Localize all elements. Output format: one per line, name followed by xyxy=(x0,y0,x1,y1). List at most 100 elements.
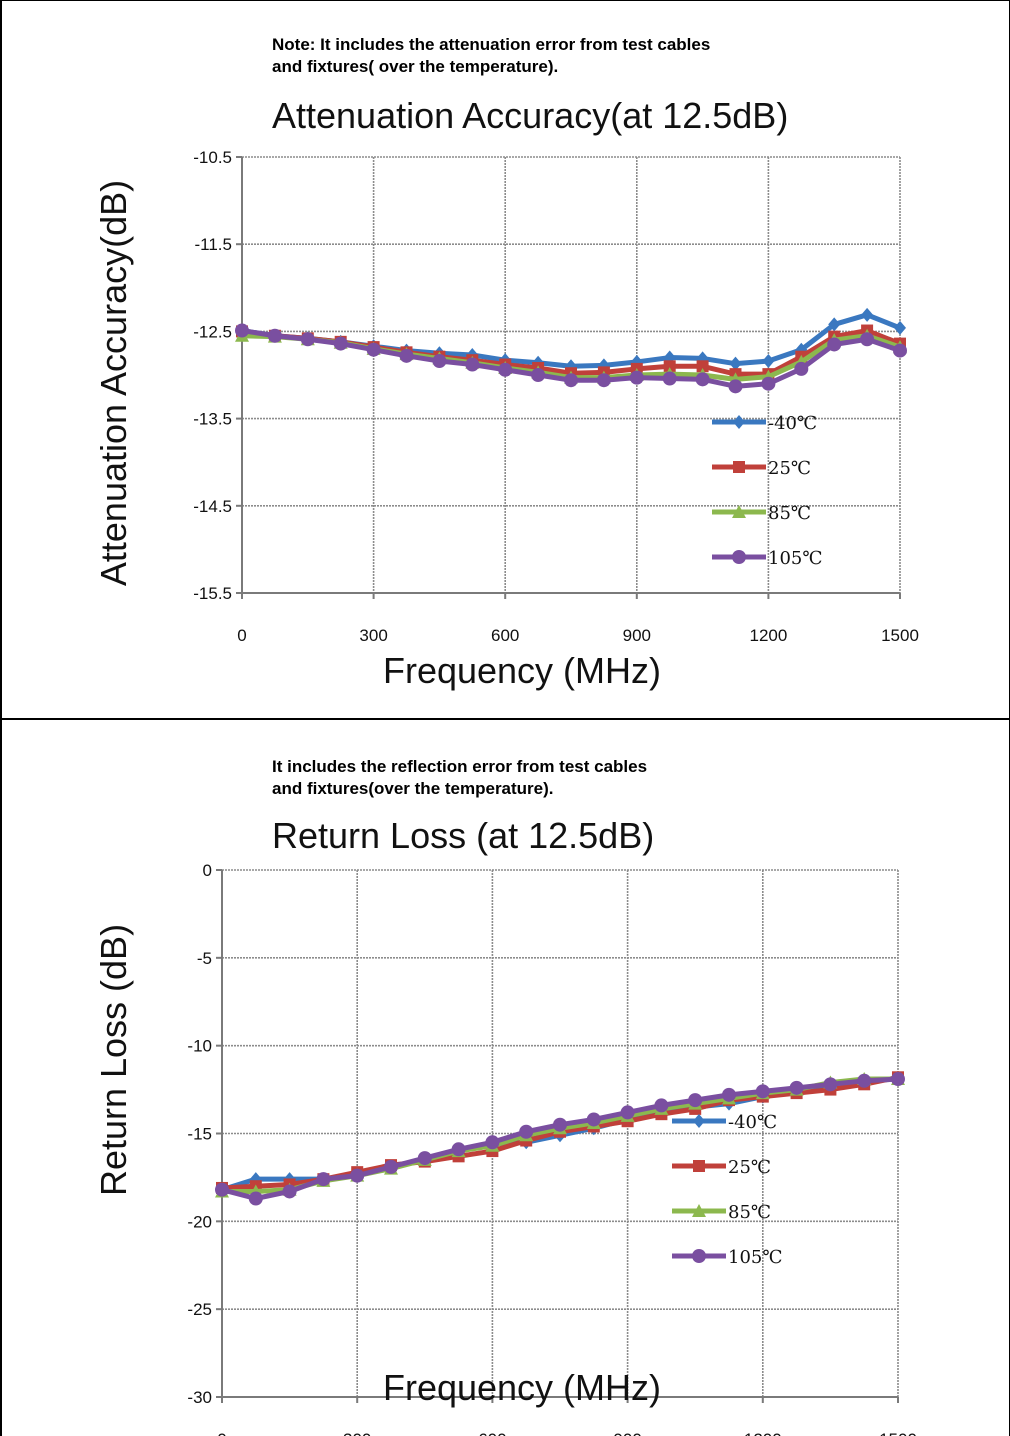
legend-entry: -40℃ xyxy=(712,413,817,434)
y-axis-title: Attenuation Accuracy(dB) xyxy=(93,180,134,586)
data-point-marker xyxy=(695,372,710,387)
y-tick-label: -5 xyxy=(197,949,212,968)
legend-entry: 85℃ xyxy=(672,1202,771,1223)
y-tick-label: -25 xyxy=(187,1300,212,1319)
legend-marker xyxy=(733,415,745,429)
panel-divider xyxy=(0,718,1010,720)
data-point-marker xyxy=(729,356,742,371)
chart-note-line: and fixtures(over the temperature). xyxy=(272,779,554,798)
data-point-marker xyxy=(564,373,578,388)
data-point-marker xyxy=(688,1093,703,1108)
data-point-marker xyxy=(894,320,906,335)
legend-entry: 25℃ xyxy=(712,458,811,479)
legend-label: -40℃ xyxy=(768,413,817,434)
return-loss-chart: It includes the reflection error from te… xyxy=(93,757,917,1436)
data-point-marker xyxy=(893,343,907,358)
legend-label: 85℃ xyxy=(728,1202,771,1223)
legend-label: -40℃ xyxy=(728,1112,777,1133)
data-point-marker xyxy=(663,360,676,373)
legend-entry: -40℃ xyxy=(672,1112,777,1133)
legend-label: 105℃ xyxy=(768,548,823,569)
y-tick-label: -15 xyxy=(187,1125,212,1144)
y-axis-title: Return Loss (dB) xyxy=(93,924,134,1196)
x-tick-label: 300 xyxy=(343,1430,371,1436)
data-point-marker xyxy=(828,317,841,332)
x-tick-label: 600 xyxy=(491,626,519,645)
y-tick-label: -10 xyxy=(187,1037,212,1056)
data-point-marker xyxy=(366,342,381,357)
legend-label: 85℃ xyxy=(768,503,811,524)
x-tick-label: 1500 xyxy=(881,626,919,645)
data-point-marker xyxy=(620,1105,635,1120)
y-tick-label: -14.5 xyxy=(193,497,232,516)
data-point-marker xyxy=(417,1151,432,1166)
data-point-marker xyxy=(432,354,447,369)
data-point-marker xyxy=(789,1080,804,1095)
legend-marker xyxy=(733,461,745,473)
data-point-marker xyxy=(553,1117,567,1132)
data-point-marker xyxy=(215,1182,229,1197)
x-axis-title: Frequency (MHz) xyxy=(383,1367,661,1408)
data-point-marker xyxy=(399,348,414,363)
data-point-marker xyxy=(794,361,809,376)
data-point-marker xyxy=(586,1112,601,1127)
x-tick-label: 0 xyxy=(237,626,246,645)
y-tick-label: -11.5 xyxy=(195,235,233,254)
y-tick-label: -12.5 xyxy=(193,322,232,341)
data-point-marker xyxy=(761,376,776,391)
data-point-marker xyxy=(485,1135,500,1150)
legend-marker xyxy=(692,1249,706,1263)
data-point-marker xyxy=(857,1073,872,1088)
legend-label: 25℃ xyxy=(728,1157,771,1178)
data-point-marker xyxy=(860,332,875,347)
legend-marker xyxy=(693,1160,705,1172)
data-point-marker xyxy=(465,357,480,372)
series-4 xyxy=(235,323,907,394)
legend-marker xyxy=(693,1114,705,1128)
data-point-marker xyxy=(696,360,709,373)
attenuation-accuracy-chart: Note: It includes the attenuation error … xyxy=(93,35,919,691)
data-point-marker xyxy=(762,354,775,369)
chart-note-line: It includes the reflection error from te… xyxy=(272,757,647,776)
legend-entry: 85℃ xyxy=(712,503,811,524)
data-point-marker xyxy=(350,1168,365,1183)
data-point-marker xyxy=(722,1087,736,1102)
x-tick-label: 300 xyxy=(359,626,387,645)
legend-entry: 105℃ xyxy=(712,548,823,569)
data-point-marker xyxy=(728,379,743,394)
data-point-marker xyxy=(596,373,611,388)
data-point-marker xyxy=(531,368,546,382)
data-point-marker xyxy=(451,1142,466,1157)
x-axis-title: Frequency (MHz) xyxy=(383,650,661,691)
y-tick-label: -10.5 xyxy=(193,148,232,167)
data-point-marker xyxy=(384,1159,398,1174)
data-point-marker xyxy=(827,337,842,352)
y-tick-label: 0 xyxy=(203,861,212,880)
data-point-marker xyxy=(267,328,282,343)
data-point-marker xyxy=(519,1124,534,1139)
data-point-marker xyxy=(248,1191,263,1206)
x-tick-label: 1200 xyxy=(749,626,787,645)
y-tick-label: -15.5 xyxy=(193,584,232,603)
data-point-marker xyxy=(755,1084,770,1099)
legend-marker xyxy=(692,1204,706,1217)
x-tick-label: 0 xyxy=(217,1430,226,1436)
y-tick-label: -20 xyxy=(187,1212,212,1231)
y-tick-label: -30 xyxy=(187,1388,212,1407)
data-point-marker xyxy=(282,1184,297,1199)
data-point-marker xyxy=(891,1072,905,1087)
data-point-marker xyxy=(654,1098,669,1113)
legend-label: 105℃ xyxy=(728,1247,783,1268)
data-point-marker xyxy=(498,362,513,377)
x-tick-label: 1500 xyxy=(879,1430,917,1436)
data-point-marker xyxy=(333,336,348,351)
x-tick-label: 1200 xyxy=(744,1430,782,1436)
legend-entry: 25℃ xyxy=(672,1157,771,1178)
chart-note-line: Note: It includes the attenuation error … xyxy=(272,35,710,54)
data-point-marker xyxy=(235,323,249,338)
data-point-marker xyxy=(316,1172,331,1187)
chart-title: Attenuation Accuracy(at 12.5dB) xyxy=(272,95,788,136)
x-tick-label: 900 xyxy=(613,1430,641,1436)
legend-marker xyxy=(732,505,746,518)
data-point-marker xyxy=(861,307,874,322)
